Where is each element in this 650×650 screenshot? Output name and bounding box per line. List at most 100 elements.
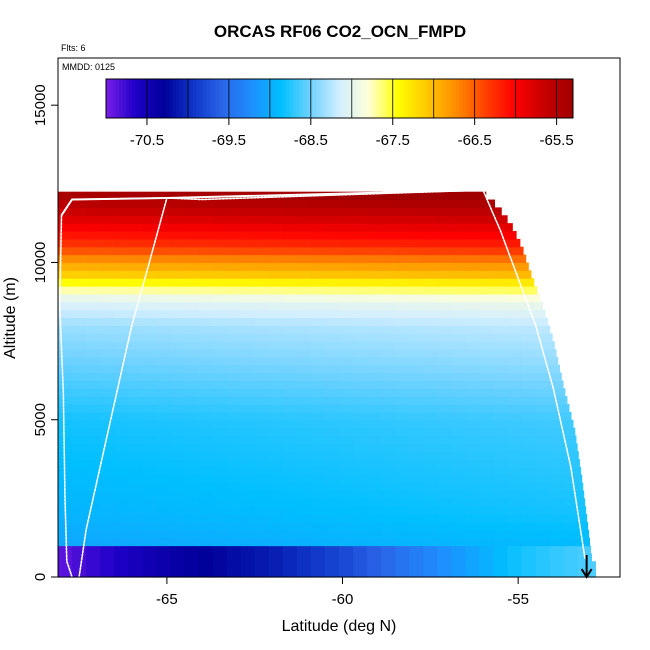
heatmap-cell — [409, 545, 424, 555]
heatmap-cell — [451, 325, 467, 334]
colorbar-segment — [306, 79, 310, 118]
heatmap-cell — [324, 459, 340, 468]
heatmap-cell — [170, 561, 186, 570]
heatmap-cell — [254, 537, 270, 547]
heatmap-cell — [437, 427, 452, 437]
heatmap-cell — [254, 427, 270, 437]
heatmap-cell — [212, 482, 228, 492]
heatmap-cell — [198, 482, 214, 492]
heatmap-cell — [170, 459, 186, 468]
heatmap-cell — [367, 451, 382, 460]
heatmap-cell — [353, 348, 368, 358]
heatmap-cell — [72, 411, 87, 421]
heatmap-cell — [226, 317, 242, 326]
heatmap-cell — [521, 356, 537, 366]
heatmap-cell — [240, 207, 256, 216]
heatmap-cell — [240, 372, 256, 382]
heatmap-cell — [296, 333, 312, 342]
heatmap-cell — [423, 215, 438, 224]
heatmap-cell — [437, 396, 452, 405]
heatmap-cell — [86, 278, 101, 287]
heatmap-cell — [58, 521, 73, 531]
colorbar-segment — [492, 79, 497, 118]
heatmap-cell — [156, 231, 171, 240]
colorbar-segment — [126, 79, 130, 118]
heatmap-cell — [353, 482, 368, 492]
heatmap-cell — [409, 254, 424, 264]
heatmap-cell — [296, 466, 312, 476]
heatmap-cell — [156, 419, 171, 429]
heatmap-cell — [353, 301, 368, 311]
heatmap-cell — [254, 561, 270, 570]
heatmap-cell — [310, 506, 326, 515]
colorbar-segment — [422, 79, 427, 118]
heatmap-cell — [353, 341, 368, 350]
heatmap-cell — [282, 443, 298, 452]
heatmap-cell — [549, 537, 565, 547]
heatmap-cell — [268, 270, 284, 279]
heatmap-cell — [184, 466, 200, 476]
heatmap-cell — [367, 270, 382, 279]
heatmap-cell — [577, 466, 582, 476]
heatmap-cell — [535, 521, 551, 531]
heatmap-cell — [521, 380, 537, 389]
heatmap-cell — [100, 419, 115, 429]
heatmap-cell — [296, 293, 312, 303]
heatmap-cell — [128, 514, 143, 523]
heatmap-cell — [409, 482, 424, 492]
heatmap-cell — [381, 482, 396, 492]
heatmap-cell — [170, 490, 186, 499]
heatmap-cell — [521, 514, 537, 523]
heatmap-cell — [409, 474, 424, 484]
heatmap-cell — [409, 569, 424, 578]
heatmap-cell — [240, 466, 256, 476]
heatmap-cell — [479, 459, 495, 468]
heatmap-cell — [128, 435, 143, 444]
heatmap-cell — [535, 293, 541, 303]
heatmap-cell — [465, 372, 481, 382]
heatmap-cell — [479, 309, 495, 319]
heatmap-cell — [535, 482, 551, 492]
heatmap-cell — [353, 435, 368, 444]
colorbar-segment — [566, 79, 571, 118]
heatmap-cell — [268, 443, 284, 452]
heatmap-cell — [156, 325, 171, 334]
heatmap-cell — [549, 348, 557, 358]
heatmap-cell — [72, 309, 87, 319]
heatmap-cell — [184, 309, 200, 319]
heatmap-cell — [170, 553, 186, 562]
heatmap-cell — [100, 231, 115, 240]
heatmap-cell — [212, 356, 228, 366]
heatmap-cell — [240, 223, 256, 232]
heatmap-cell — [212, 238, 228, 248]
heatmap-cell — [114, 372, 129, 382]
heatmap-cell — [367, 529, 382, 539]
heatmap-cell — [353, 286, 368, 295]
heatmap-cell — [296, 545, 312, 555]
heatmap-cell — [381, 301, 396, 311]
heatmap-cell — [170, 231, 186, 240]
heatmap-cell — [339, 199, 354, 209]
heatmap-cell — [198, 459, 214, 468]
colorbar-segment — [562, 79, 567, 118]
heatmap-cell — [310, 309, 326, 319]
heatmap-cell — [268, 490, 284, 499]
heatmap-cell — [212, 459, 228, 468]
heatmap-cell — [310, 293, 326, 303]
heatmap-cell — [381, 254, 396, 264]
colorbar-segment — [296, 79, 300, 118]
heatmap-cell — [409, 341, 424, 350]
heatmap-cell — [198, 529, 214, 539]
heatmap-cell — [549, 482, 565, 492]
heatmap-cell — [198, 207, 214, 216]
heatmap-cell — [395, 364, 410, 374]
heatmap-cell — [156, 356, 171, 366]
heatmap-cell — [535, 286, 538, 295]
heatmap-cell — [339, 372, 354, 382]
heatmap-cell — [86, 396, 101, 405]
colorbar-segment — [516, 79, 521, 118]
heatmap-cell — [240, 482, 256, 492]
heatmap-cell — [535, 364, 551, 374]
heatmap-cell — [310, 553, 326, 562]
heatmap-cell — [479, 553, 495, 562]
